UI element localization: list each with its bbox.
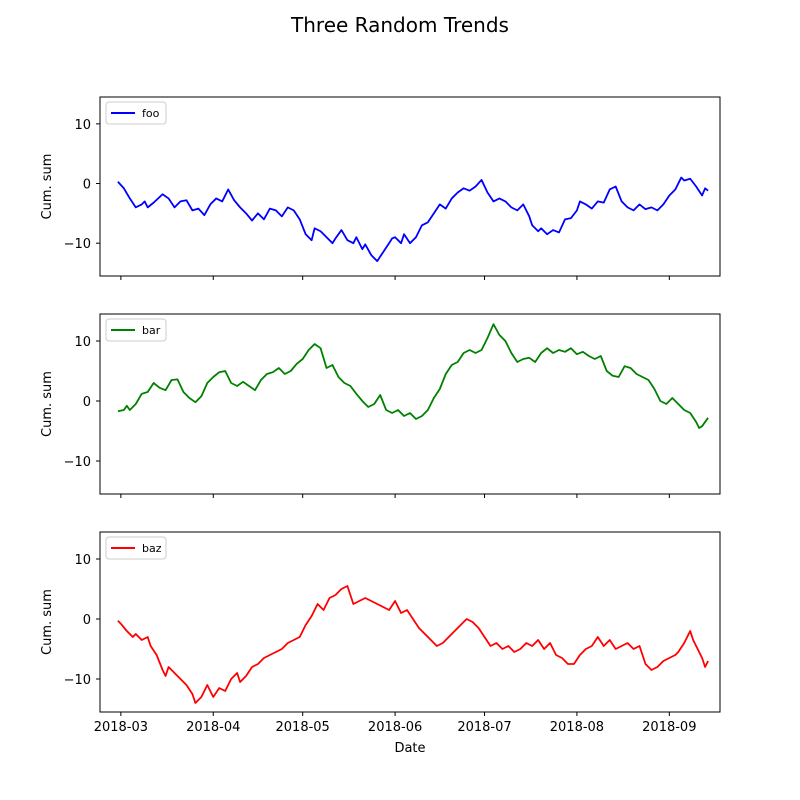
subplots: −10 0 10 Cum. sum foo −10 0 10 Cum. sum bar −10 0 10…: [40, 96, 721, 735]
x-tick-label: 2018-08: [550, 720, 604, 735]
y-tick-label: −10: [64, 237, 91, 252]
plot-frame: [99, 96, 721, 277]
subplot-3: −10 0 10 2018-03 2018-04 2018-05 2018-06 2018-0…: [40, 531, 721, 735]
y-tick-label: 0: [83, 613, 91, 628]
x-tick-label: 2018-06: [368, 720, 422, 735]
x-tick-label: 2018-07: [457, 720, 511, 735]
x-tick-label: 2018-03: [94, 720, 148, 735]
plot-frame: [99, 531, 721, 713]
plot-frame: [99, 313, 721, 495]
legend: baz: [105, 536, 167, 560]
x-axis-label: Date: [394, 741, 425, 756]
figure-title: Three Random Trends: [290, 13, 509, 37]
legend-label: bar: [142, 324, 161, 337]
x-tick-label: 2018-09: [642, 720, 696, 735]
x-tick-label: 2018-04: [186, 720, 240, 735]
legend-box: [105, 318, 167, 342]
subplot-2: −10 0 10 Cum. sum bar: [40, 313, 721, 498]
legend-label: foo: [142, 107, 160, 120]
legend-box: [105, 536, 167, 560]
y-axis-label: Cum. sum: [40, 371, 55, 437]
subplot-1: −10 0 10 Cum. sum foo: [40, 96, 721, 280]
series-line-bar: [117, 323, 709, 429]
y-tick-label: 10: [74, 335, 91, 350]
y-tick-label: −10: [64, 455, 91, 470]
y-tick-label: 10: [74, 118, 91, 133]
x-tick-label: 2018-05: [276, 720, 330, 735]
series-line-baz: [117, 585, 709, 704]
y-tick-label: 0: [83, 395, 91, 410]
series-line-foo: [117, 176, 709, 262]
y-tick-label: 10: [74, 553, 91, 568]
legend: bar: [105, 318, 167, 342]
legend-label: baz: [142, 542, 162, 555]
y-axis-label: Cum. sum: [40, 154, 55, 220]
y-tick-label: −10: [64, 673, 91, 688]
legend-box: [105, 101, 167, 125]
legend: foo: [105, 101, 167, 125]
y-tick-label: 0: [83, 178, 91, 193]
y-axis-label: Cum. sum: [40, 589, 55, 655]
